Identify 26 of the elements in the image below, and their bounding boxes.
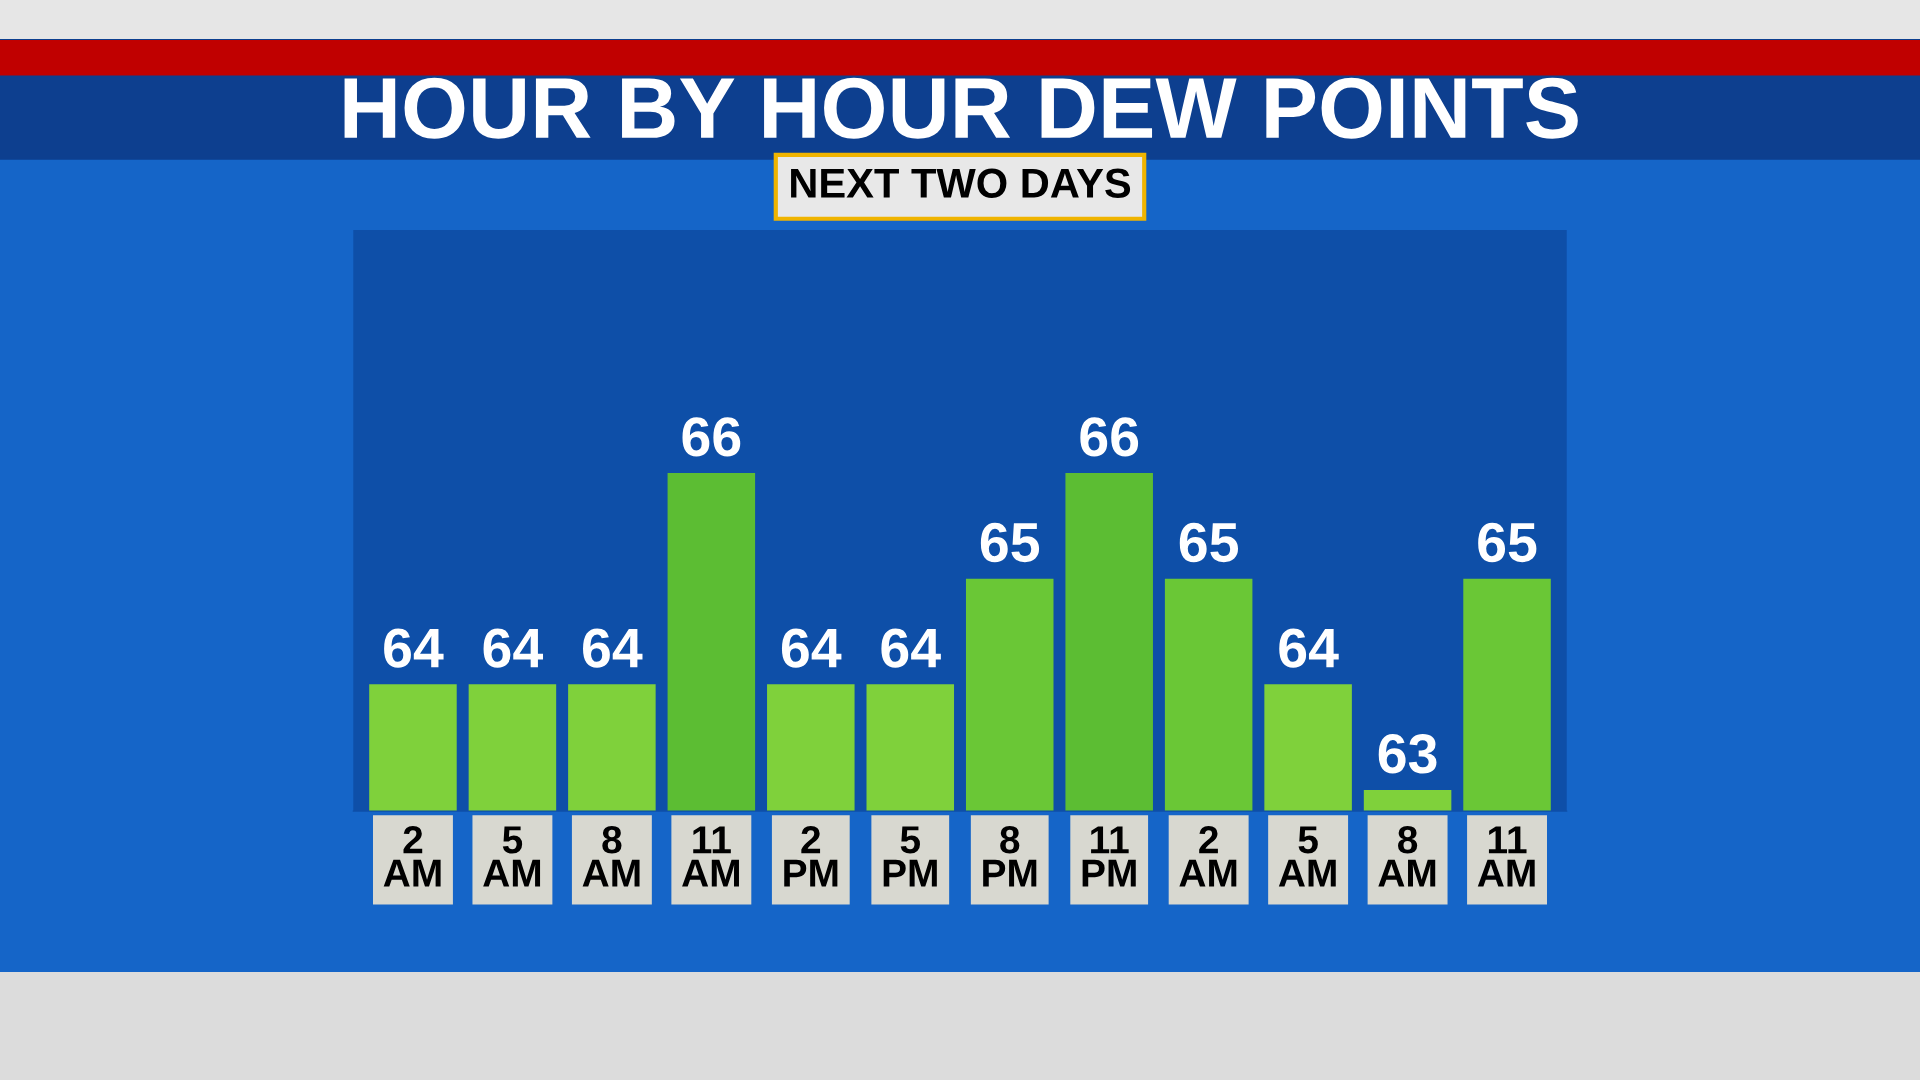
data-label: 64 — [881, 628, 941, 668]
data-label: 64 — [781, 628, 842, 668]
data-label: 65 — [1179, 522, 1239, 563]
x-tick-label: 5 AM — [1278, 826, 1336, 887]
x-tick-label: 11 PM — [1082, 826, 1136, 887]
x-tick-label: 11 AM — [682, 826, 739, 887]
x-tick-label: 8 AM — [1378, 826, 1436, 887]
x-tick-label: 11 AM — [1477, 826, 1535, 887]
data-label: 66 — [1080, 417, 1139, 457]
x-tick-label: 8 PM — [983, 826, 1037, 887]
x-tick-label: 8 AM — [582, 826, 640, 887]
data-label: 63 — [1378, 734, 1437, 774]
data-label: 64 — [483, 628, 544, 668]
data-label: 64 — [583, 628, 643, 668]
data-label: 65 — [980, 522, 1040, 563]
chart-title: HOUR BY HOUR DEW POINTS — [344, 77, 1578, 139]
data-label: 65 — [1478, 522, 1537, 563]
x-tick-label: 2 PM — [784, 826, 838, 887]
x-tick-label: 5 AM — [483, 826, 541, 887]
x-tick-label: 2 AM — [383, 826, 441, 887]
data-label: 64 — [1279, 628, 1339, 668]
chart-subtitle: NEXT TWO DAYS — [791, 168, 1131, 199]
data-label: 66 — [682, 417, 741, 457]
x-tick-label: 5 PM — [883, 826, 937, 887]
data-label: 64 — [384, 628, 444, 668]
x-tick-label: 2 AM — [1179, 826, 1237, 887]
